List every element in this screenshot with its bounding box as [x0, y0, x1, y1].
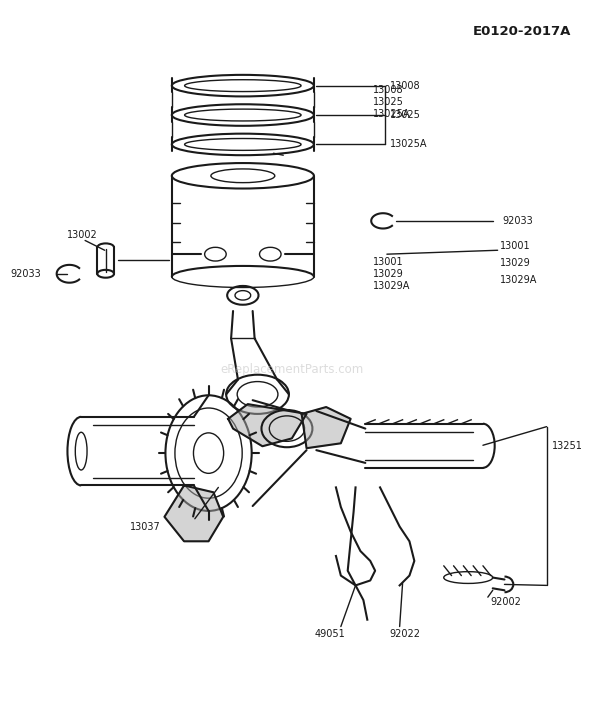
- Text: E0120-2017A: E0120-2017A: [473, 25, 571, 38]
- Text: 13037: 13037: [130, 521, 161, 531]
- Text: 13002: 13002: [67, 229, 98, 239]
- Text: 13001: 13001: [373, 257, 404, 267]
- Text: 13008: 13008: [373, 85, 404, 95]
- Text: eReplacementParts.com: eReplacementParts.com: [220, 363, 363, 376]
- Text: 13025A: 13025A: [373, 109, 410, 119]
- Text: 13029A: 13029A: [373, 280, 410, 291]
- Text: 49051: 49051: [314, 629, 345, 640]
- Polygon shape: [165, 485, 223, 541]
- Text: 13001: 13001: [500, 242, 530, 252]
- Text: 92033: 92033: [503, 216, 533, 226]
- Text: 92033: 92033: [11, 269, 41, 279]
- Text: 92022: 92022: [390, 629, 421, 640]
- Text: 13029A: 13029A: [500, 275, 537, 285]
- Polygon shape: [301, 407, 350, 448]
- Text: 13251: 13251: [552, 441, 582, 451]
- Text: 13025: 13025: [390, 110, 421, 120]
- Text: 13025: 13025: [373, 97, 404, 107]
- Text: 92002: 92002: [491, 597, 522, 607]
- Text: 13029: 13029: [500, 258, 530, 268]
- Polygon shape: [228, 404, 307, 446]
- Text: 13029: 13029: [373, 269, 404, 278]
- Text: 13025A: 13025A: [390, 139, 427, 149]
- Text: 13008: 13008: [390, 81, 421, 91]
